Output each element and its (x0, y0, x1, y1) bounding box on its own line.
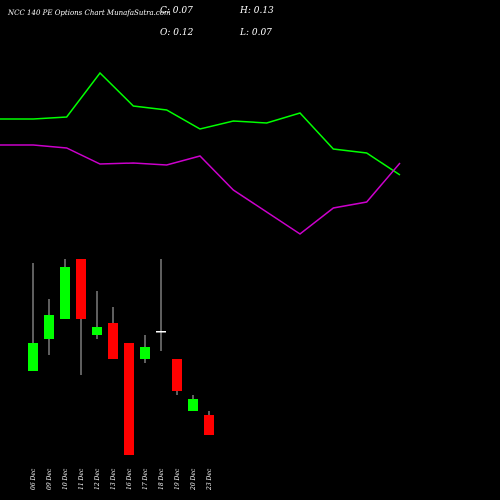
candle-body (28, 343, 38, 371)
ohlc-high: H: 0.13 (239, 6, 274, 16)
x-tick-label: 10 Dec (62, 468, 69, 490)
x-tick-label: 13 Dec (110, 468, 117, 490)
candle-body (188, 399, 198, 411)
chart-title: NCC 140 PE Options Chart MunafaSutra.com (7, 9, 171, 17)
candle-body (92, 327, 102, 335)
candle-body (76, 259, 86, 319)
x-tick-label: 11 Dec (78, 468, 85, 490)
x-tick-label: 23 Dec (206, 468, 213, 491)
candle-body (108, 323, 118, 359)
indicator-line (0, 71, 401, 176)
ohlc-low: L: 0.07 (239, 28, 272, 38)
x-tick-label: 09 Dec (46, 468, 53, 490)
candle-body (140, 347, 150, 359)
x-tick-label: 19 Dec (174, 468, 181, 490)
x-tick-label: 18 Dec (158, 468, 165, 490)
x-tick-label: 12 Dec (94, 468, 101, 490)
x-tick-label: 16 Dec (126, 468, 133, 490)
candle-body (172, 359, 182, 391)
x-tick-label: 20 Dec (190, 468, 197, 491)
ohlc-open: O: 0.12 (160, 28, 194, 38)
candle-body (60, 267, 70, 319)
candle-body (44, 315, 54, 339)
candle-body (156, 331, 166, 333)
x-tick-label: 17 Dec (142, 468, 149, 490)
x-tick-label: 06 Dec (30, 468, 37, 490)
ohlc-close: C: 0.07 (160, 6, 193, 16)
candle-body (204, 415, 214, 435)
indicator-line (0, 144, 401, 235)
candle-body (124, 343, 134, 455)
